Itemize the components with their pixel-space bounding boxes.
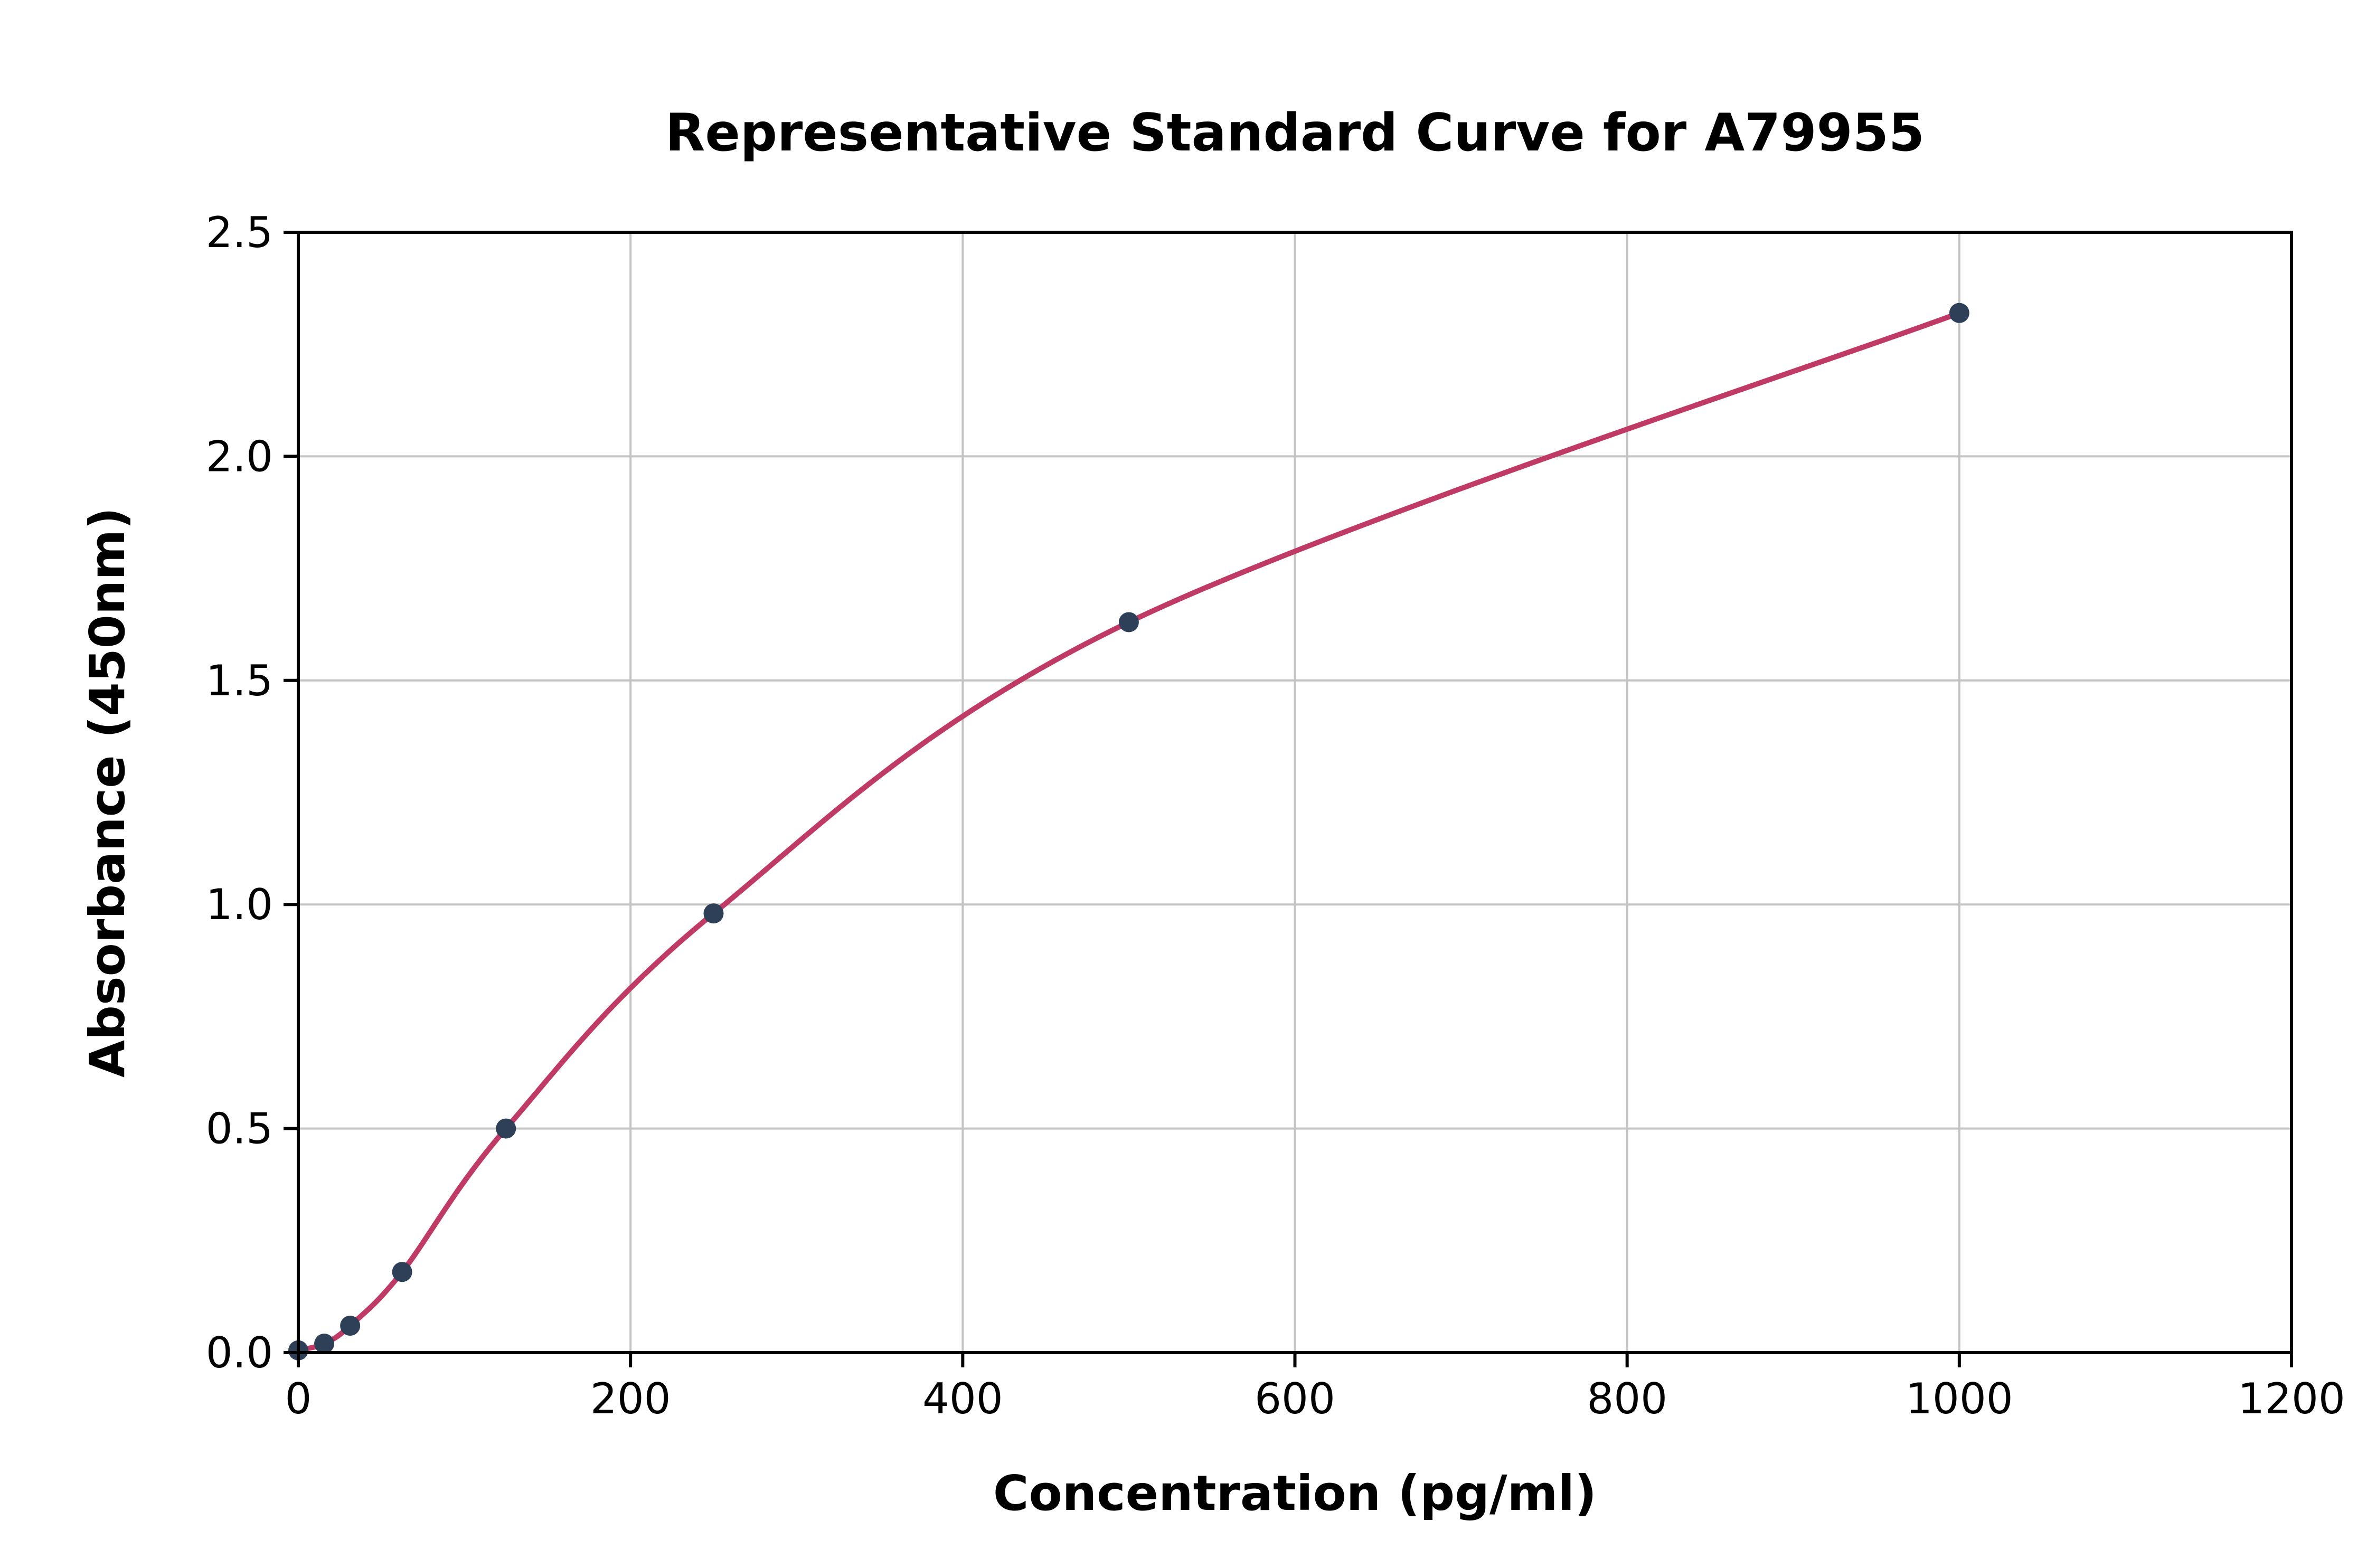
- data-point: [340, 1316, 361, 1336]
- data-point: [703, 903, 724, 924]
- x-tick-label: 1200: [2238, 1374, 2345, 1423]
- grid-lines: [297, 231, 2293, 1354]
- x-tick-label: 0: [285, 1374, 312, 1423]
- data-point: [314, 1334, 335, 1354]
- x-tick-label: 200: [590, 1374, 671, 1423]
- data-point: [1118, 612, 1139, 632]
- axis-tick-labels: 0 200 400 600 800 1000 1200 0.0 0.5 1.0 1.5 2.0 2.5: [206, 208, 2345, 1423]
- x-axis-label: Concentration (pg/ml): [993, 1465, 1597, 1522]
- data-point: [1949, 303, 1969, 323]
- data-point: [392, 1262, 412, 1282]
- x-tick-label: 600: [1255, 1374, 1335, 1423]
- y-axis-label: Absorbance (450nm): [79, 507, 136, 1078]
- data-point: [496, 1118, 516, 1139]
- x-tick-label: 400: [922, 1374, 1003, 1423]
- axis-ticks: [284, 231, 2293, 1367]
- chart-title: Representative Standard Curve for A79955: [665, 103, 1925, 163]
- x-tick-label: 800: [1587, 1374, 1667, 1423]
- x-tick-label: 1000: [1906, 1374, 2013, 1423]
- y-tick-label: 1.5: [206, 656, 273, 705]
- y-tick-label: 0.5: [206, 1104, 273, 1154]
- y-tick-label: 1.0: [206, 880, 273, 929]
- y-tick-label: 2.5: [206, 208, 273, 257]
- y-tick-label: 0.0: [206, 1328, 273, 1377]
- fitted-curve-line: [297, 310, 1960, 1353]
- data-points: [288, 303, 1969, 1361]
- y-tick-label: 2.0: [206, 432, 273, 481]
